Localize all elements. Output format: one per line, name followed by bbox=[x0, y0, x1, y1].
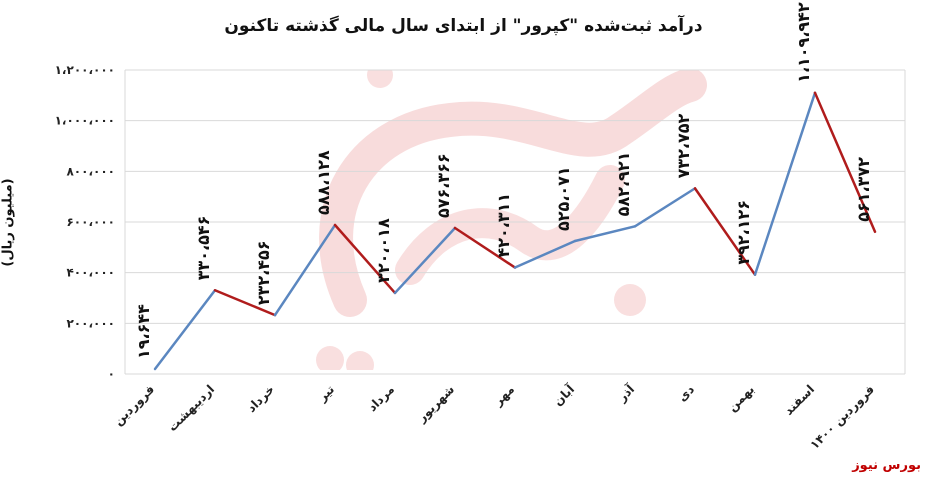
y-tick-label: ۶۰۰،۰۰۰ bbox=[66, 215, 115, 229]
line-segment bbox=[573, 225, 637, 243]
x-tick-label: اسفند bbox=[781, 382, 817, 418]
x-tick-label: فروردین bbox=[111, 382, 158, 429]
y-tick-label: ۴۰۰،۰۰۰ bbox=[66, 266, 115, 280]
y-tick-label: ۱،۰۰۰،۰۰۰ bbox=[55, 114, 115, 128]
data-label: ۴۲۰،۳۱۱ bbox=[494, 193, 513, 258]
line-segment bbox=[813, 91, 877, 234]
y-tick-label: ۸۰۰،۰۰۰ bbox=[66, 164, 115, 178]
data-label: ۵۸۲،۹۲۱ bbox=[614, 152, 633, 217]
y-tick-label: ۱،۲۰۰،۰۰۰ bbox=[55, 63, 115, 77]
line-segment bbox=[753, 91, 817, 276]
data-label: ۵۸۸،۱۲۸ bbox=[314, 150, 333, 215]
line-segment bbox=[393, 226, 457, 295]
data-label: ۵۲۵،۰۷۱ bbox=[554, 166, 573, 231]
x-tick-label: مرداد bbox=[365, 382, 397, 414]
line-segment bbox=[333, 223, 397, 295]
x-tick-label: آبان bbox=[550, 381, 578, 409]
line-segment bbox=[513, 239, 577, 269]
y-tick-label: ۰ bbox=[108, 367, 115, 381]
data-label: ۱،۱۰۹،۹۴۲ bbox=[794, 2, 813, 83]
x-tick-label: دی bbox=[675, 382, 697, 404]
series-line bbox=[153, 91, 877, 371]
x-tick-label: فروردین ۱۴۰۰ bbox=[807, 382, 877, 452]
line-segment bbox=[693, 187, 757, 276]
source-label: بورس نیوز bbox=[852, 458, 921, 473]
data-label: ۵۷۶،۳۶۶ bbox=[434, 153, 453, 218]
x-tick-labels: فروردین اردیبهشت خرداد تیر مرداد شهریور مهر آبا… bbox=[111, 381, 878, 453]
data-labels: ۱۹،۶۴۴ ۳۳۰،۵۴۶ ۲۳۲،۴۵۶ ۵۸۸،۱۲۸ ۳۲۰،۰۱۸ ۵۷۶،۳۶… bbox=[134, 2, 873, 359]
x-tick-label: خرداد bbox=[244, 382, 277, 415]
x-tick-label: مهر bbox=[490, 382, 517, 409]
data-label: ۳۲۰،۰۱۸ bbox=[374, 218, 393, 283]
x-tick-label: شهریور bbox=[414, 382, 458, 426]
line-segment bbox=[453, 226, 517, 269]
x-tick-label: اردیبهشت bbox=[165, 382, 217, 434]
x-tick-label: بهمن bbox=[725, 382, 757, 414]
y-tick-label: ۲۰۰،۰۰۰ bbox=[66, 316, 115, 330]
data-label: ۱۹،۶۴۴ bbox=[134, 304, 153, 359]
gridlines bbox=[124, 69, 906, 375]
data-label: ۷۳۲،۷۵۲ bbox=[674, 113, 693, 178]
y-tick-labels: ۰ ۲۰۰،۰۰۰ ۴۰۰،۰۰۰ ۶۰۰،۰۰۰ ۸۰۰،۰۰۰ ۱،۰۰۰،۰۰۰ ۱،… bbox=[55, 63, 115, 381]
line-segment bbox=[273, 223, 337, 317]
data-label: ۵۶۱،۳۷۲ bbox=[854, 157, 873, 222]
line-segment bbox=[153, 289, 217, 371]
chart-title: درآمد ثبت‌شده "کپرور" از ابتدای سال مالی… bbox=[224, 16, 703, 36]
line-segment bbox=[213, 289, 277, 317]
data-label: ۳۹۲،۱۲۶ bbox=[734, 200, 753, 265]
line-segment bbox=[633, 187, 697, 228]
data-label: ۳۳۰،۵۴۶ bbox=[194, 216, 213, 281]
x-tick-label: تیر bbox=[315, 382, 338, 405]
x-tick-label: آذر bbox=[614, 381, 638, 405]
data-label: ۲۳۲،۴۵۶ bbox=[254, 240, 273, 305]
